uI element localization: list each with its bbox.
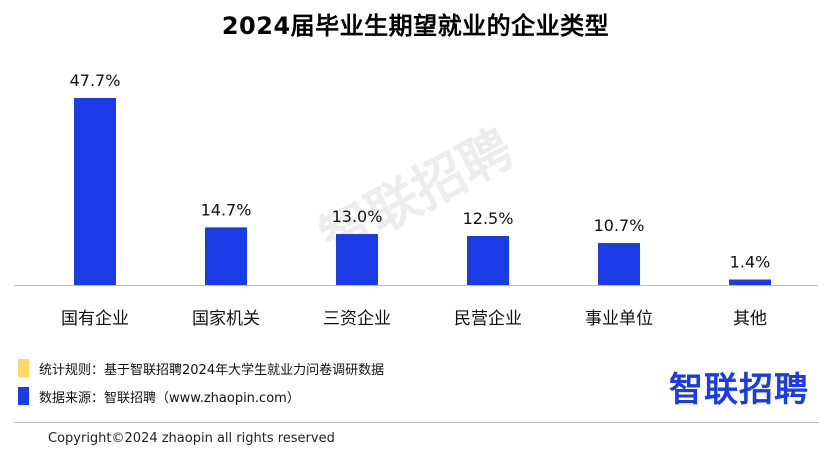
category-label-4: 事业单位 [585, 309, 653, 329]
data-label-5: 1.4% [730, 253, 771, 272]
bar-1 [205, 227, 247, 285]
data-label-0: 47.7% [70, 71, 121, 90]
note-source-text: 数据来源：智联招聘（www.zhaopin.com） [39, 390, 300, 406]
bar-4 [598, 243, 640, 285]
note-source-row: 数据来源：智联招聘（www.zhaopin.com） [18, 386, 384, 406]
bar-2 [336, 234, 378, 285]
note-rule-row: 统计规则：基于智联招聘2024年大学生就业力问卷调研数据 [18, 358, 384, 378]
bar-3 [467, 235, 509, 285]
category-label-0: 国有企业 [61, 309, 129, 329]
footer-divider [14, 422, 819, 423]
bar-0 [74, 98, 116, 285]
bar-chart: 47.7% 国有企业 14.7% 国家机关 13.0% 三资企业 12.5% 民营企业 10.7… [14, 71, 818, 329]
note-rule-text: 统计规则：基于智联招聘2024年大学生就业力问卷调研数据 [39, 362, 385, 378]
data-label-1: 14.7% [201, 200, 252, 219]
source-swatch [18, 387, 29, 405]
data-label-3: 12.5% [463, 209, 514, 228]
category-label-5: 其他 [733, 309, 767, 329]
category-label-1: 国家机关 [192, 309, 260, 329]
brand-logo: 智联招聘 [669, 370, 809, 410]
data-label-2: 13.0% [332, 207, 383, 226]
notes: 统计规则：基于智联招聘2024年大学生就业力问卷调研数据 数据来源：智联招聘（w… [18, 358, 384, 414]
chart-title: 2024届毕业生期望就业的企业类型 [221, 12, 610, 40]
bar-5 [729, 279, 771, 285]
copyright-text: Copyright©2024 zhaopin all rights reserv… [48, 431, 335, 446]
rule-swatch [18, 359, 29, 377]
category-label-3: 民营企业 [454, 309, 522, 329]
category-label-2: 三资企业 [323, 309, 391, 329]
data-label-4: 10.7% [594, 216, 645, 235]
